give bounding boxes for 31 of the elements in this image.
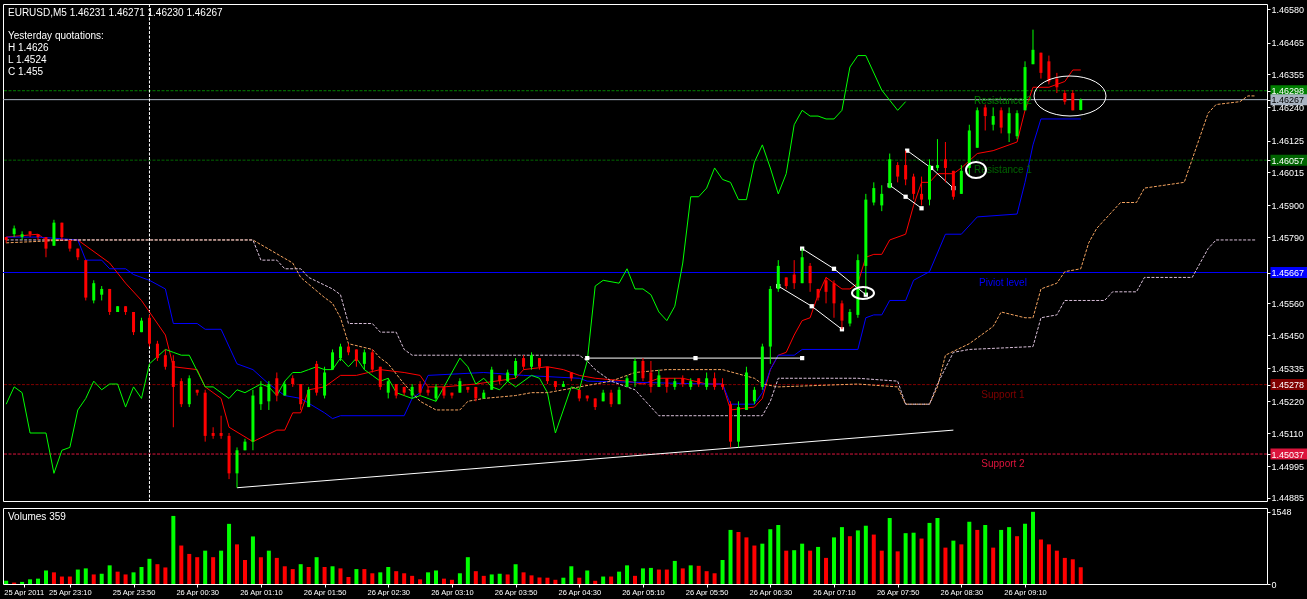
y-tick-label: 1.46267: [1271, 95, 1305, 106]
annotation: Yesterday quotations:: [8, 30, 104, 41]
y-tick-label: 1.46465: [1271, 38, 1305, 49]
y-tick-label: 1.45790: [1271, 232, 1305, 243]
y-tick-label: 1.45037: [1271, 449, 1305, 460]
y-tick-label: 1.45450: [1271, 330, 1305, 341]
y-tick-label: 1.45667: [1271, 268, 1305, 279]
y-tick-label: 1.44885: [1271, 493, 1305, 504]
y-tick-label: 1.45560: [1271, 298, 1305, 309]
y-tick-label: 1.46298: [1271, 86, 1305, 97]
ref-line-label: Support 1: [981, 388, 1026, 400]
ref-line-label: Support 2: [981, 458, 1026, 470]
y-tick-label: 1548: [1271, 507, 1292, 518]
y-tick-label: 1.46057: [1271, 155, 1305, 166]
y-tick-label: 1.45335: [1271, 363, 1305, 374]
y-tick-label: 1.45110: [1271, 428, 1304, 439]
ref-line-label: Piviot level: [979, 276, 1027, 288]
y-tick-label: 1.46580: [1271, 4, 1305, 15]
chart-title: Volumes 359: [8, 511, 67, 522]
y-tick-label: 1.45278: [1271, 380, 1305, 391]
y-tick-label: 1.45220: [1271, 396, 1305, 407]
y-tick-label: 1.46355: [1271, 69, 1305, 80]
y-tick-label: 1.44995: [1271, 461, 1305, 472]
annotation: C 1.455: [8, 66, 44, 77]
y-tick-label: 1.46125: [1271, 136, 1305, 147]
chart-title: EURUSD,M5 1.46231 1.46271 1.46230 1.46267: [8, 7, 224, 18]
annotation: L 1.4524: [8, 54, 47, 65]
y-tick-label: 1.45900: [1271, 200, 1305, 211]
annotation: H 1.4626: [8, 42, 50, 53]
y-tick-label: 1.46015: [1271, 167, 1305, 178]
y-tick-label: 0: [1271, 579, 1277, 590]
